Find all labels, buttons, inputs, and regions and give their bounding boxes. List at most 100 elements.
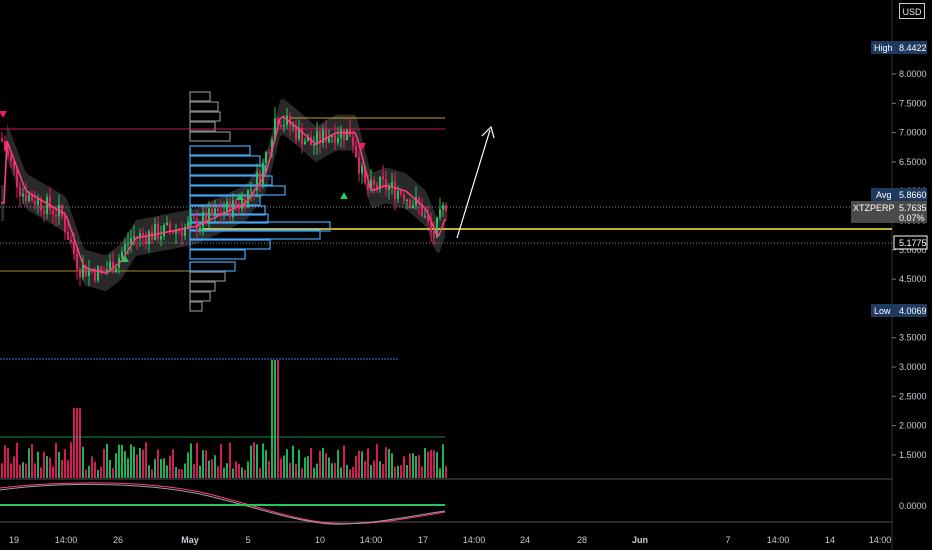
candle-body	[370, 179, 372, 191]
candle-body	[127, 243, 129, 245]
volume-bar	[343, 445, 345, 478]
high-tag-value: 8.4422	[899, 43, 927, 53]
profile-row	[189, 175, 273, 186]
symbol-tag-value: 5.7635	[899, 203, 927, 213]
volume-bar	[43, 451, 45, 478]
volume-bar	[133, 446, 135, 478]
volume-bar	[139, 448, 141, 478]
candle-body	[379, 176, 381, 190]
volume-bar	[235, 461, 237, 478]
volume-bar	[34, 463, 36, 478]
volume-bar	[436, 452, 438, 478]
volume-bar	[172, 449, 174, 478]
candle-body	[268, 152, 270, 154]
time-tick-label: 14:00	[767, 535, 790, 545]
volume-bar	[346, 464, 348, 478]
currency-button[interactable]: USD	[899, 3, 925, 19]
candle-body	[334, 135, 336, 143]
profile-row	[189, 185, 286, 196]
profile-row	[189, 111, 221, 122]
volume-bar	[400, 465, 402, 478]
candle-body	[427, 215, 429, 222]
volume-bar	[79, 408, 81, 478]
volume-bar	[82, 446, 84, 478]
volume-bar	[409, 453, 411, 478]
volume-bar	[145, 442, 147, 478]
buy-marker	[236, 193, 244, 200]
candle-body	[292, 126, 294, 128]
volume-bar	[73, 408, 75, 478]
profile-row	[189, 271, 226, 282]
volume-bar	[355, 456, 357, 478]
volume-bar	[328, 457, 330, 478]
volume-bar	[265, 450, 267, 478]
volume-bar	[304, 457, 306, 478]
volume-bar	[364, 460, 366, 478]
profile-row	[189, 229, 321, 240]
volume-bar	[301, 468, 303, 478]
high-tag: High 8.4422	[871, 41, 927, 54]
price-tick-label: 5.0000	[899, 245, 927, 255]
volume-bar	[187, 452, 189, 478]
volume-bar	[253, 442, 255, 478]
candle-body	[331, 135, 333, 137]
volume-bar	[421, 466, 423, 478]
volume-bar	[256, 444, 258, 478]
candle-body	[409, 199, 411, 208]
candle-body	[256, 172, 258, 191]
price-tick-label: 8.0000	[899, 69, 927, 79]
profile-row	[189, 291, 211, 302]
candle-body	[295, 126, 297, 140]
volume-bar	[25, 463, 27, 478]
volume-bar	[169, 455, 171, 478]
volume-bar	[154, 459, 156, 478]
volume-bar	[49, 457, 51, 478]
symbol-tag-change: 0.07%	[899, 213, 925, 223]
candle-body	[148, 231, 150, 245]
volume-bar	[67, 459, 69, 478]
candle-body	[19, 187, 21, 197]
volume-bar	[298, 449, 300, 478]
candle-body	[64, 216, 66, 233]
volume-bar	[106, 443, 108, 478]
moving-average-line	[1, 115, 446, 275]
volume-bar	[394, 466, 396, 478]
volume-bar	[289, 462, 291, 478]
candle-body	[325, 129, 327, 143]
candle-body	[133, 236, 135, 239]
sell-marker	[0, 111, 7, 118]
volume-bar	[1, 463, 3, 478]
buy-marker	[121, 255, 129, 262]
volume-bar	[322, 447, 324, 478]
profile-row	[189, 195, 261, 206]
volume-bar	[184, 463, 186, 478]
volume-bar	[406, 465, 408, 478]
volume-bar	[109, 459, 111, 478]
volume-bar	[40, 467, 42, 478]
volume-bar	[310, 447, 312, 478]
price-tick-label: 3.0000	[899, 362, 927, 372]
volume-bar	[424, 447, 426, 478]
volume-bar	[274, 360, 276, 478]
candle-body	[304, 141, 306, 145]
volume-bar	[340, 467, 342, 478]
volume-bar	[379, 461, 381, 478]
volume-bar	[175, 467, 177, 478]
volume-bar	[76, 408, 78, 478]
candle-body	[28, 194, 30, 201]
candle-body	[142, 233, 144, 236]
candle-body	[160, 236, 162, 240]
volume-bar	[19, 464, 21, 478]
time-tick-label: 28	[577, 535, 587, 545]
volume-bar	[130, 444, 132, 478]
candle-body	[1, 138, 3, 142]
candle-body	[445, 205, 447, 212]
volume-bar	[415, 455, 417, 478]
candle-body	[145, 235, 147, 245]
arrow-annotation[interactable]	[456, 125, 495, 239]
volume-bar	[88, 465, 90, 478]
low-tag: Low 4.0069	[871, 304, 927, 317]
candle-body	[262, 163, 264, 185]
candle-body	[319, 131, 321, 144]
